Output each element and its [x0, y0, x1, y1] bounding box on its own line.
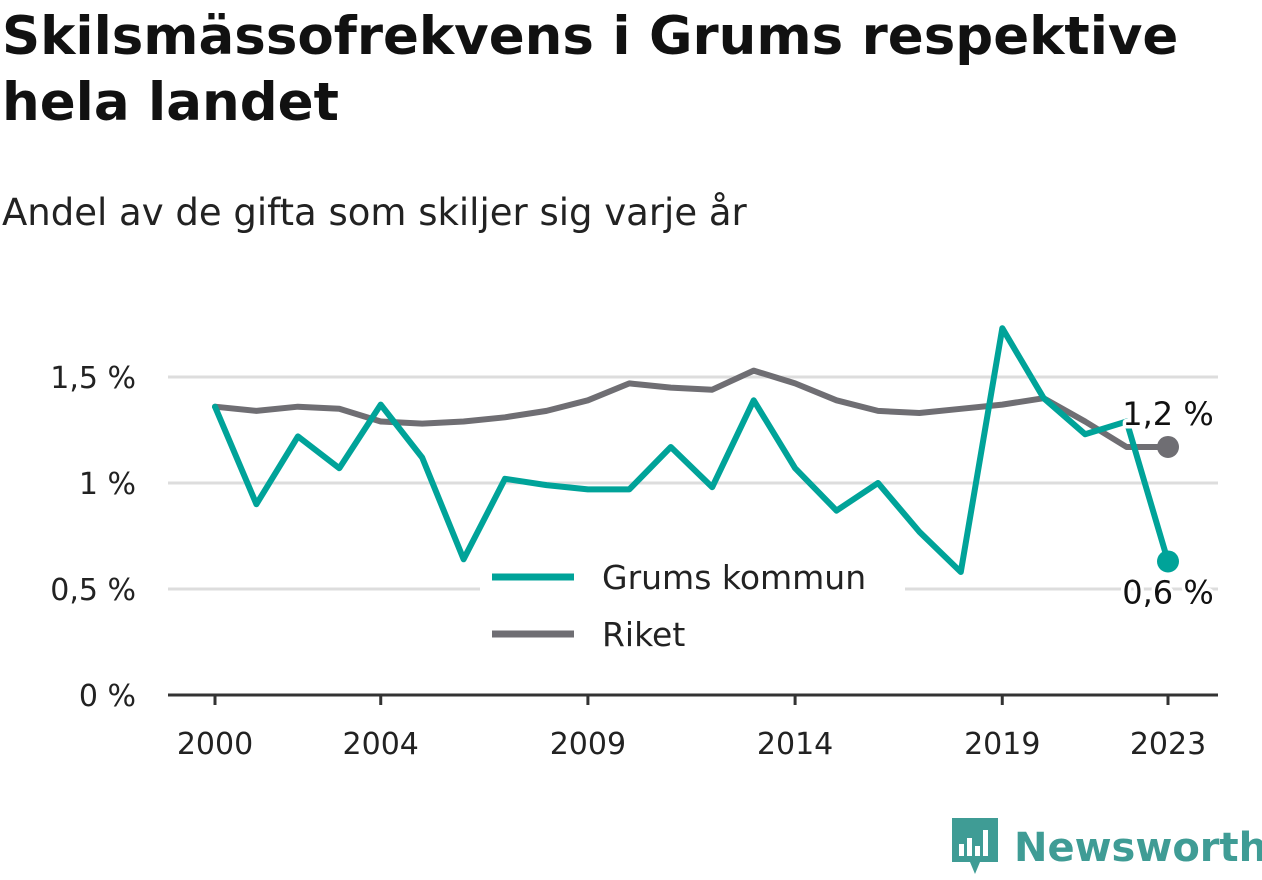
brand: Newsworthy	[950, 818, 1262, 878]
x-tick-label: 2019	[964, 727, 1040, 762]
brand-name: Newsworthy	[1014, 825, 1262, 871]
series-line	[212, 325, 1171, 575]
legend: Grums kommun Riket	[480, 548, 905, 658]
x-tick-label: 2009	[550, 727, 626, 762]
legend-label: Riket	[602, 615, 685, 654]
y-tick-label: 0,5 %	[50, 573, 136, 608]
x-axis: 2000 2004 2009 2014 2019 2023	[168, 693, 1218, 762]
legend-label: Grums kommun	[602, 558, 866, 597]
y-axis-ticks: 0 % 0,5 % 1 % 1,5 %	[50, 361, 136, 714]
series-end-point	[1157, 435, 1179, 458]
end-label: 0,6 %	[1122, 573, 1213, 611]
end-labels: 1,2 % 0,6 %	[1119, 391, 1217, 614]
chart-subtitle: Andel av de gifta som skiljer sig varje …	[2, 191, 747, 234]
series-end-point	[1157, 550, 1179, 573]
chart-title: Skilsmässofrekvens i Grums respektive he…	[2, 6, 1179, 133]
newsworthy-logo-icon	[950, 816, 1000, 880]
y-tick-label: 1 %	[79, 467, 136, 502]
legend-background	[480, 548, 905, 658]
y-tick-label: 0 %	[79, 679, 136, 714]
x-tick-label: 2023	[1130, 727, 1206, 762]
series-lines	[212, 325, 1179, 575]
x-tick-label: 2004	[343, 727, 419, 762]
x-tick-label: 2014	[757, 727, 833, 762]
y-tick-label: 1,5 %	[50, 361, 136, 396]
x-tick-label: 2000	[177, 727, 253, 762]
end-label: 1,2 %	[1122, 395, 1213, 433]
